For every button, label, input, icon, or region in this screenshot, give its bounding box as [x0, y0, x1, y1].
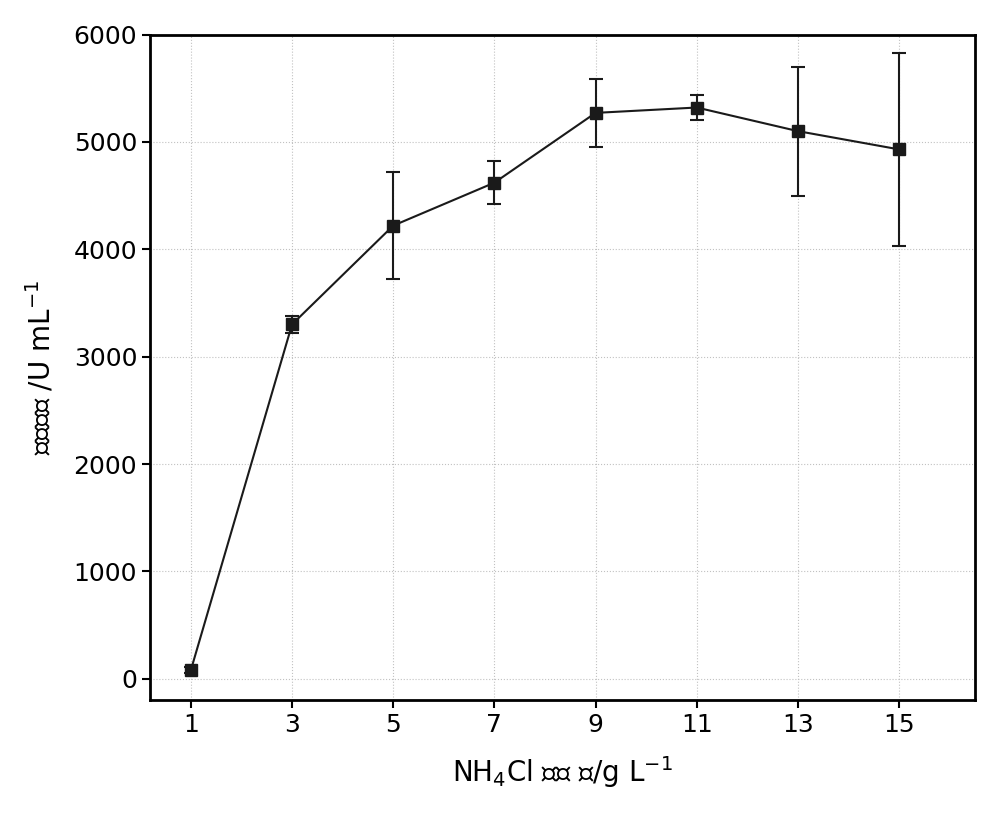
Y-axis label: 絮凝活性 /U mL$^{-1}$: 絮凝活性 /U mL$^{-1}$: [25, 280, 57, 455]
X-axis label: NH$_4$Cl 的浓 度/g L$^{-1}$: NH$_4$Cl 的浓 度/g L$^{-1}$: [452, 754, 673, 790]
